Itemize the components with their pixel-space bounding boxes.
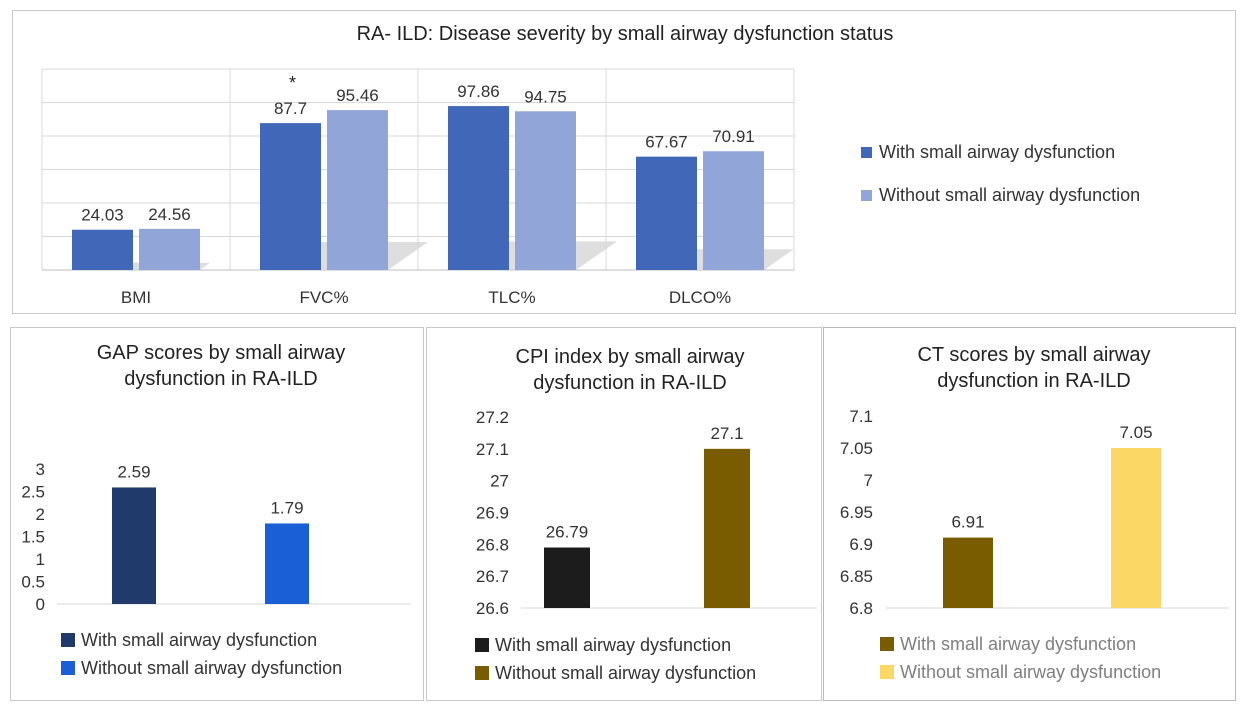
x-tick-label: DLCO% <box>669 288 731 307</box>
legend-swatch-without <box>861 190 872 201</box>
data-label: 27.1 <box>710 424 743 443</box>
y-tick-label: 7.05 <box>840 439 873 458</box>
data-label: 94.75 <box>524 87 567 106</box>
y-tick-label: 27.2 <box>476 408 509 427</box>
cpi-chart-plot: 26.6 26.7 26.8 26.9 27 27.1 27.2 26.79 27.1 <box>476 408 817 618</box>
chart-title: GAP scores by small airway dysfunction i… <box>96 342 346 390</box>
legend-item-without: Without small airway dysfunction <box>861 174 1140 217</box>
data-label: 95.46 <box>336 86 379 105</box>
legend: With small airway dysfunction Without sm… <box>475 631 756 687</box>
severity-chart-panel: RA- ILD: Disease severity by small airwa… <box>12 10 1236 314</box>
y-tick-label: 6.95 <box>840 503 873 522</box>
bar-with <box>112 487 156 604</box>
data-label: 2.59 <box>117 462 150 481</box>
bar-without <box>327 110 388 271</box>
legend-swatch-without <box>880 665 894 679</box>
bar-without <box>1111 448 1161 608</box>
legend-item-without: Without small airway dysfunction <box>475 659 756 687</box>
data-label: 1.79 <box>270 498 303 517</box>
data-label: 26.79 <box>546 523 589 542</box>
legend-label-with: With small airway dysfunction <box>879 142 1116 162</box>
legend-label-with: With small airway dysfunction <box>81 629 318 650</box>
gap-chart-plot: 0 0.5 1 1.5 2 2.5 3 2.59 1.79 <box>21 460 411 614</box>
y-tick-label: 26.9 <box>476 504 509 523</box>
bar-with <box>448 106 509 270</box>
significance-marker: * <box>289 73 296 93</box>
bar-without <box>703 151 764 270</box>
bar-with <box>943 537 993 608</box>
y-tick-label: 6.8 <box>849 599 873 618</box>
legend-swatch-with <box>861 147 872 158</box>
legend-item-without: Without small airway dysfunction <box>880 658 1161 686</box>
y-tick-label: 2 <box>36 505 45 524</box>
y-tick-label: 27 <box>490 472 509 491</box>
chart-title: CT scores by small airway dysfunction in… <box>917 344 1151 392</box>
y-tick-label: 1.5 <box>21 528 45 547</box>
y-tick-label: 7 <box>864 471 873 490</box>
legend-swatch-without <box>475 666 489 680</box>
y-tick-label: 27.1 <box>476 440 509 459</box>
data-label: 24.03 <box>81 206 124 225</box>
legend-label-with: With small airway dysfunction <box>900 633 1137 654</box>
legend-swatch-with <box>475 638 489 652</box>
legend: With small airway dysfunction Without sm… <box>880 630 1161 686</box>
x-tick-label: BMI <box>121 288 151 307</box>
y-tick-label: 2.5 <box>21 483 45 502</box>
y-tick-label: 26.8 <box>476 535 509 554</box>
bar-with <box>544 547 590 608</box>
legend-label-without: Without small airway dysfunction <box>81 657 343 678</box>
cpi-chart-panel: CPI index by small airway dysfunction in… <box>426 327 822 701</box>
x-tick-label: TLC% <box>488 288 535 307</box>
data-label: 7.05 <box>1119 423 1152 442</box>
ct-chart-panel: CT scores by small airway dysfunction in… <box>823 327 1236 701</box>
severity-chart-plot: 24.03 24.56 BMI 87.7 95.46 FVC% 97.86 94.75 TLC%… <box>41 68 795 307</box>
bar-with <box>636 156 697 270</box>
bar-with <box>260 123 321 270</box>
chart-title: RA- ILD: Disease severity by small airwa… <box>356 23 894 45</box>
legend-item-with: With small airway dysfunction <box>880 630 1161 658</box>
data-label: 97.86 <box>457 82 500 101</box>
data-label: 67.67 <box>645 133 688 152</box>
gap-chart-panel: GAP scores by small airway dysfunction i… <box>10 327 424 701</box>
ct-chart-plot: 6.8 6.85 6.9 6.95 7 7.05 7.1 6.91 7.05 <box>840 407 1229 618</box>
legend-swatch-with <box>880 637 894 651</box>
bar-without <box>515 111 576 270</box>
chart-title: CPI index by small airway dysfunction in… <box>515 346 745 394</box>
bar-without <box>704 448 750 608</box>
y-tick-label: 6.9 <box>849 535 873 554</box>
legend: With small airway dysfunction Without sm… <box>61 626 342 682</box>
legend-item-without: Without small airway dysfunction <box>61 654 342 682</box>
bar-without <box>139 228 200 270</box>
data-label: 24.56 <box>148 205 191 224</box>
x-tick-label: FVC% <box>299 288 348 307</box>
legend-item-with: With small airway dysfunction <box>475 631 756 659</box>
data-label: 6.91 <box>951 513 984 532</box>
y-tick-label: 0 <box>36 595 45 614</box>
data-label: 70.91 <box>712 127 755 146</box>
y-tick-label: 26.6 <box>476 599 509 618</box>
legend-swatch-without <box>61 661 75 675</box>
data-label: 87.7 <box>274 99 307 118</box>
y-tick-label: 3 <box>36 460 45 479</box>
legend: With small airway dysfunction Without sm… <box>861 131 1140 217</box>
legend-label-without: Without small airway dysfunction <box>900 661 1162 682</box>
y-tick-label: 26.7 <box>476 567 509 586</box>
y-tick-label: 6.85 <box>840 567 873 586</box>
legend-label-without: Without small airway dysfunction <box>495 662 757 683</box>
legend-item-with: With small airway dysfunction <box>61 626 342 654</box>
legend-item-with: With small airway dysfunction <box>861 131 1140 174</box>
legend-swatch-with <box>61 633 75 647</box>
bar-without <box>265 523 309 604</box>
legend-label-without: Without small airway dysfunction <box>879 185 1141 205</box>
legend-label-with: With small airway dysfunction <box>495 634 732 655</box>
y-tick-label: 1 <box>36 550 45 569</box>
bar-with <box>72 229 133 270</box>
y-tick-label: 7.1 <box>849 407 873 426</box>
y-tick-label: 0.5 <box>21 573 45 592</box>
